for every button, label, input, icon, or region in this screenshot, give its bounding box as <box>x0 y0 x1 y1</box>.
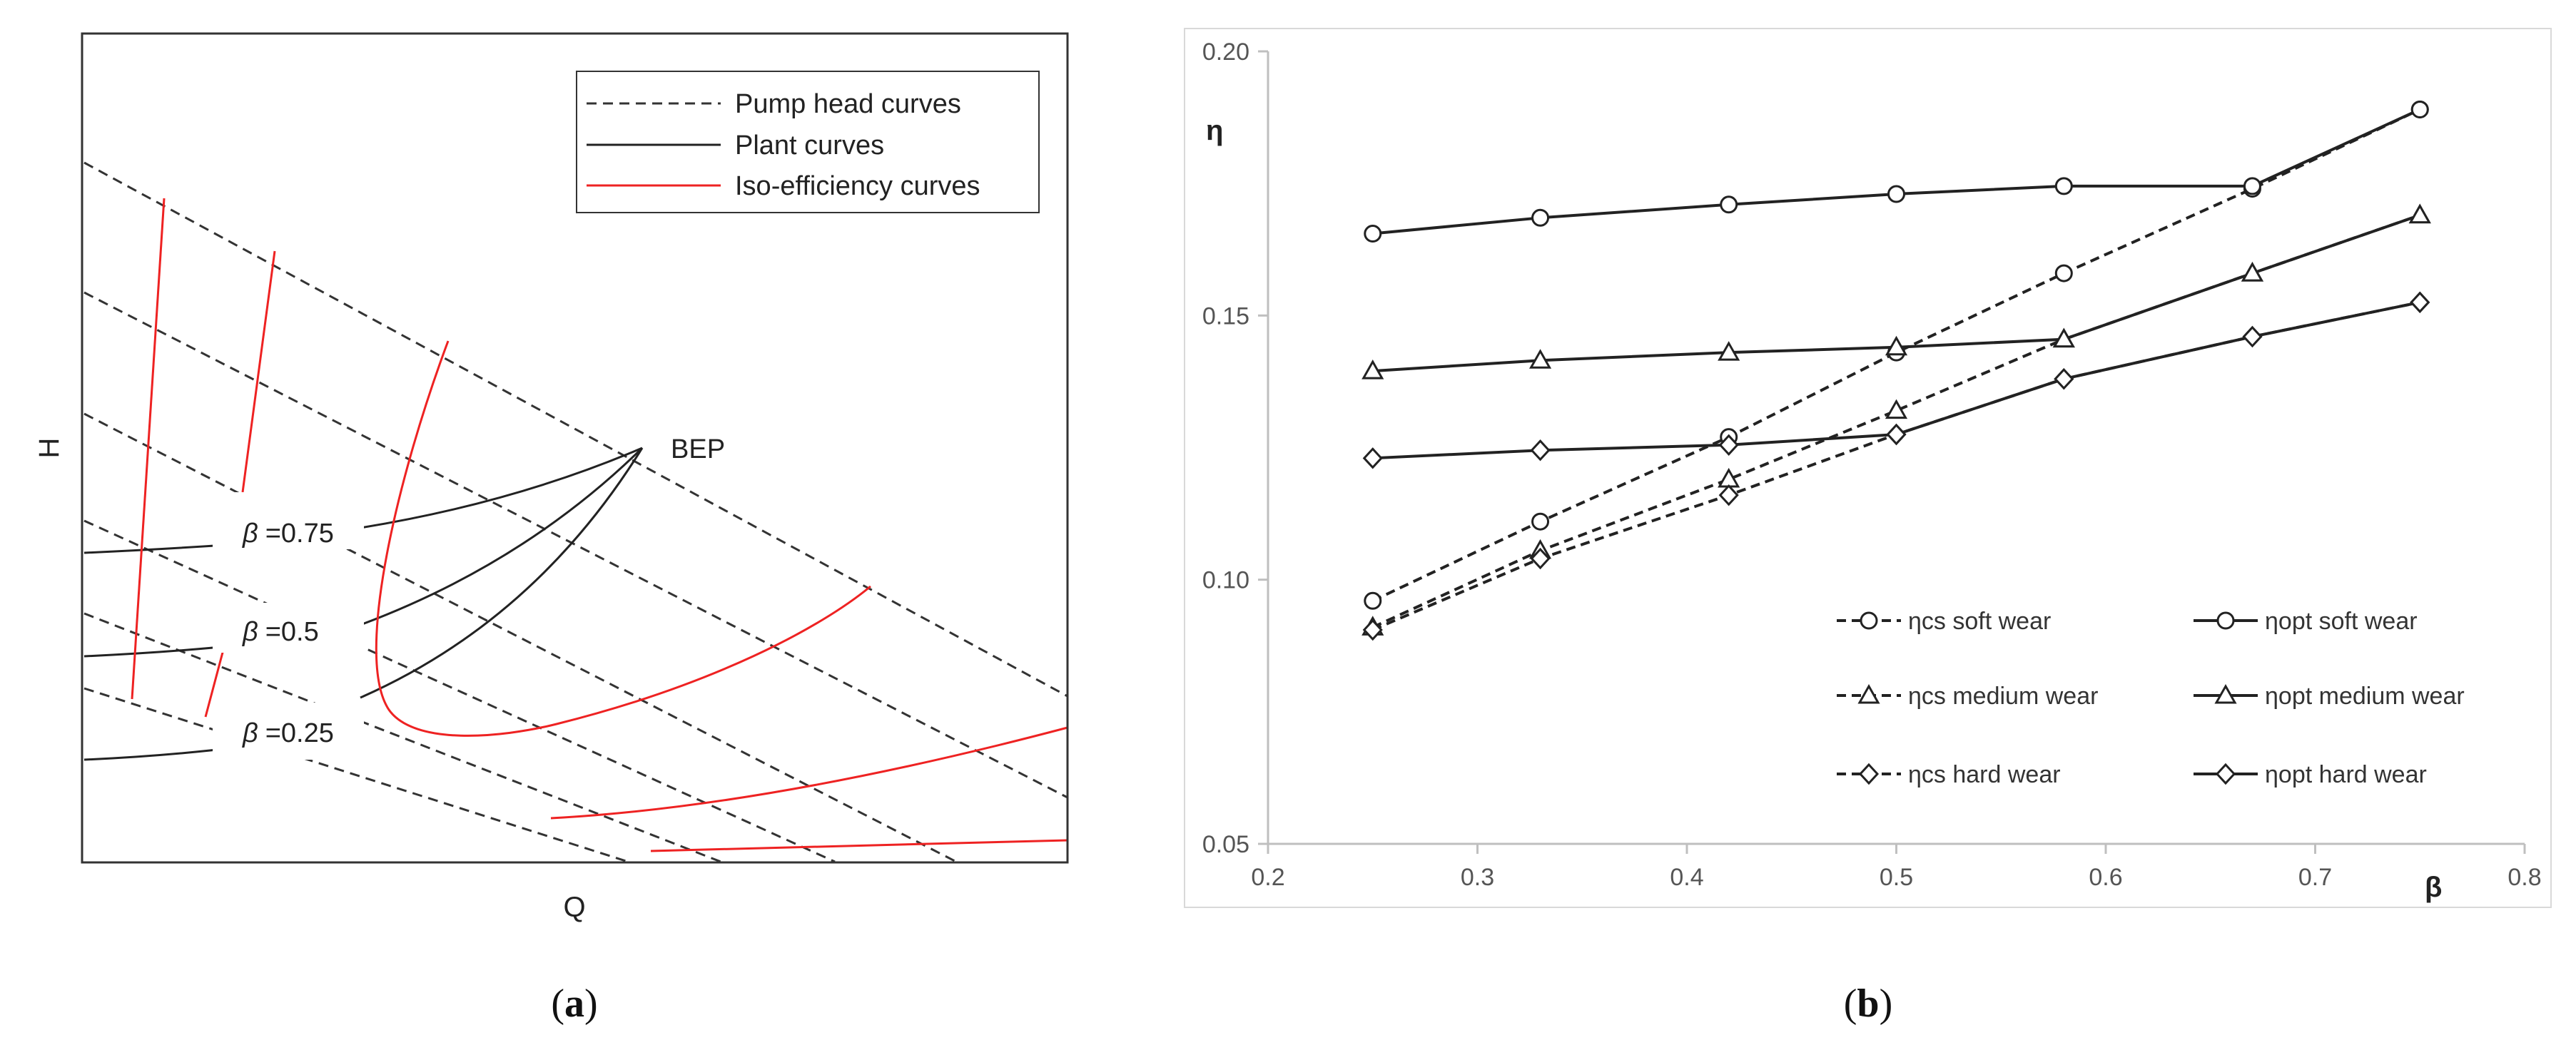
pump-head-curve <box>83 291 1068 799</box>
data-point <box>1720 195 1738 214</box>
legend-swatch-marker <box>1858 763 1880 785</box>
beta-label: β =0.25 <box>242 718 334 748</box>
data-point <box>2243 177 2261 195</box>
legend-b: ηcs soft wear ηopt soft wear ηcs medium we… <box>1837 608 2465 788</box>
plant-curve-beta-0.25-right <box>360 447 644 699</box>
legend-swatch-marker <box>2215 763 2236 785</box>
panel-b-chart: 0.2 0.3 0.4 0.5 0.6 0.7 0.8 0.05 0.10 0.15 0.20 ηc… <box>1184 28 2552 1026</box>
data-point <box>1362 447 1383 469</box>
panel-a-schematic: β =0.75 β =0.5 β =0.25 BEP Pump head curves… <box>34 32 1069 1026</box>
data-point <box>2052 327 2075 348</box>
data-point <box>1887 185 1905 203</box>
bep-label: BEP <box>671 434 725 464</box>
data-point <box>1361 360 1384 379</box>
x-tick-label: 0.8 <box>2507 864 2541 891</box>
axes: 0.2 0.3 0.4 0.5 0.6 0.7 0.8 0.05 0.10 0.15 0.20 <box>1202 39 2542 891</box>
beta-label: β =0.5 <box>242 617 319 647</box>
iso-efficiency-curve <box>375 340 871 737</box>
iso-efficiency-curve <box>550 726 1068 820</box>
data-point <box>2054 177 2073 195</box>
legend-swatch-marker <box>1857 683 1880 704</box>
panel-label-a: (a) <box>551 982 597 1026</box>
legend-label: ηopt hard wear <box>2265 761 2427 788</box>
pump-head-curve <box>83 161 1068 698</box>
legend-label: ηcs hard wear <box>1908 761 2061 788</box>
iso-efficiency-curve <box>650 839 1068 852</box>
y-axis-label-a: H <box>34 438 65 459</box>
series-line <box>1371 213 2420 629</box>
chart-area-border <box>1184 28 2552 908</box>
iso-efficiency-curve <box>131 198 166 700</box>
x-axis-label-a: Q <box>563 892 585 923</box>
legend-swatch-marker <box>2214 683 2237 704</box>
iso-efficiency-curves <box>131 198 1068 852</box>
legend-label: Pump head curves <box>735 89 961 119</box>
y-axis-title: η <box>1206 115 1223 146</box>
data-point <box>1718 484 1739 506</box>
pump-head-curve <box>83 687 629 863</box>
x-axis-title: β <box>2425 872 2442 903</box>
x-tick-label: 0.3 <box>1461 864 1494 891</box>
series-3 <box>1361 203 2431 379</box>
data-point <box>1362 618 1383 641</box>
data-point <box>2410 100 2429 118</box>
plot-frame-a <box>81 32 1069 864</box>
data-point <box>2408 203 2431 224</box>
legend: Pump head curves Plant curves Iso-effici… <box>576 71 1040 213</box>
data-point <box>2410 291 2430 314</box>
data-point <box>1530 439 1551 462</box>
x-tick-label: 0.7 <box>2298 864 2332 891</box>
panel-label-b: (b) <box>1844 982 1892 1026</box>
pump-head-curves <box>83 161 1068 863</box>
data-point <box>1364 591 1382 610</box>
beta-labels: β =0.75 β =0.5 β =0.25 <box>242 519 334 748</box>
data-point <box>1718 467 1740 488</box>
plant-curve-beta-0.5-right <box>360 447 644 626</box>
iso-efficiency-curve <box>241 250 276 493</box>
data-point <box>1528 349 1552 369</box>
legend-label: ηopt medium wear <box>2265 683 2465 710</box>
beta-label: β =0.75 <box>242 519 334 549</box>
y-tick-label: 0.15 <box>1202 302 1249 330</box>
legend-label: Plant curves <box>735 131 884 160</box>
plant-curve-beta-0.75-right <box>360 447 643 529</box>
y-tick-label: 0.10 <box>1202 567 1249 594</box>
series-group <box>1361 100 2431 641</box>
data-point <box>2242 325 2263 348</box>
legend-label: ηopt soft wear <box>2265 608 2418 635</box>
series-5 <box>1362 291 2430 469</box>
legend-swatch-marker <box>1860 611 1878 630</box>
x-tick-label: 0.2 <box>1251 864 1284 891</box>
data-point <box>2054 368 2074 390</box>
legend-swatch-marker <box>2216 611 2235 630</box>
pump-head-curve <box>83 519 836 863</box>
data-point <box>1885 335 1908 356</box>
data-point <box>1718 434 1739 457</box>
data-point <box>2054 264 2073 282</box>
legend-label: ηcs medium wear <box>1908 683 2098 710</box>
data-point <box>1530 547 1551 570</box>
x-tick-label: 0.5 <box>1880 864 1913 891</box>
x-tick-label: 0.4 <box>1670 864 1703 891</box>
data-point <box>1718 341 1740 361</box>
y-tick-label: 0.20 <box>1202 39 1249 66</box>
series-1 <box>1364 100 2429 243</box>
series-2 <box>1361 203 2431 636</box>
data-point <box>1531 512 1550 531</box>
legend-label: Iso-efficiency curves <box>735 171 980 201</box>
data-point <box>2241 262 2264 282</box>
data-point <box>1364 225 1382 243</box>
data-point <box>1531 208 1550 227</box>
y-tick-label: 0.05 <box>1202 831 1249 858</box>
x-tick-label: 0.6 <box>2089 864 2122 891</box>
legend-label: ηcs soft wear <box>1908 608 2051 635</box>
series-line <box>1372 108 2421 235</box>
legend-box <box>576 71 1040 213</box>
data-point <box>1886 423 1907 446</box>
data-point <box>1885 399 1908 419</box>
